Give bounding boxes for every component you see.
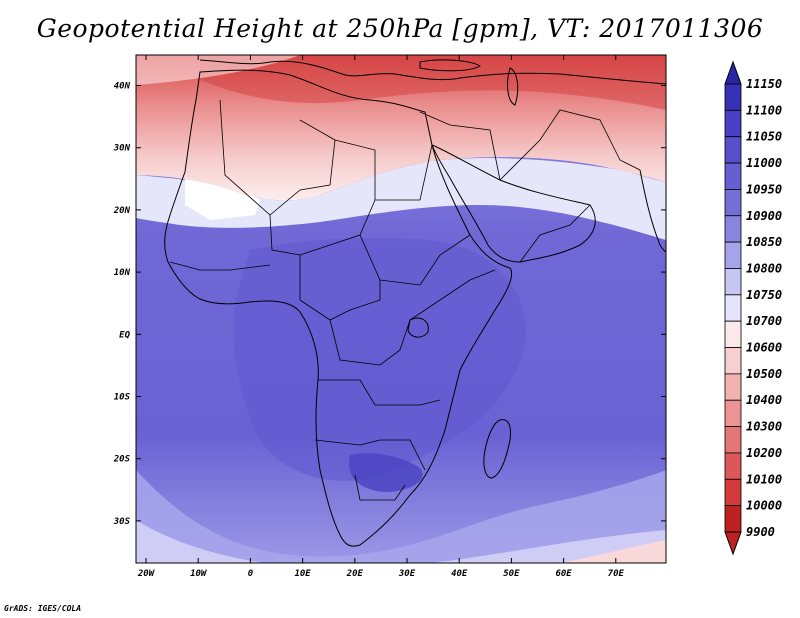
colorbar-label: 10600 (746, 341, 782, 355)
border-yemen-oman (519, 204, 591, 263)
field-nw-light (136, 55, 300, 85)
colorbar-swatch (724, 399, 742, 427)
field-white-band (136, 158, 666, 240)
colorbar-label: 10300 (746, 420, 782, 434)
field-white-patch (185, 175, 260, 220)
x-tick-label: 60E (555, 569, 572, 579)
border-sahel (269, 199, 376, 256)
arabia-coast (431, 144, 596, 263)
footer-credit: GrADS: IGES/COLA (4, 604, 82, 613)
colorbar-swatch (724, 109, 742, 138)
y-tick-label: EQ (119, 330, 130, 340)
x-tick-label: 0 (248, 569, 254, 579)
colorbar-label: 10900 (746, 209, 782, 223)
madagascar-coast (483, 419, 511, 479)
y-tick-label: 30S (113, 517, 131, 527)
colorbar-label: 10500 (746, 367, 782, 381)
border-west-coast (169, 261, 271, 271)
y-tick-label: 40N (114, 82, 131, 92)
x-tick-label: 20W (137, 569, 156, 579)
colorbar-swatch (724, 162, 742, 190)
y-tick-label: 10N (114, 268, 131, 278)
country-borders (169, 99, 641, 501)
border-central (299, 255, 381, 321)
y-tick-label: 10S (114, 393, 131, 403)
colorbar-swatch (724, 215, 742, 243)
y-tick-label: 30N (113, 144, 131, 154)
colorbar-label: 10950 (746, 182, 782, 196)
colorbar-swatch (724, 189, 742, 217)
colorbar-bottom-arrow (724, 531, 742, 556)
colorbar-label: 10100 (746, 472, 782, 486)
colorbar-swatch (724, 373, 742, 401)
colorbar-label: 10200 (746, 446, 782, 460)
colorbar-label: 11100 (746, 103, 782, 117)
x-axis: 20W 10W 0 10E 20E 30E 40E 50E 60E 70E (137, 55, 625, 579)
border-southern (314, 439, 426, 471)
black-sea (419, 59, 481, 72)
x-tick-label: 70E (608, 569, 625, 579)
europe-coast (199, 59, 666, 85)
colorbar-swatch (724, 241, 742, 269)
field-core-blue (233, 238, 526, 481)
map-field (136, 55, 666, 563)
colorbar-swatch (724, 505, 742, 533)
colorbar-swatch (724, 268, 742, 296)
x-tick-label: 50E (503, 569, 520, 579)
y-axis: 40N 30N 20N 10N EQ 10S 20S 30S (113, 82, 666, 527)
colorbar-swatch (724, 136, 742, 164)
x-tick-label: 40E (451, 569, 468, 579)
x-tick-label: 10E (294, 569, 311, 579)
field-south-light (136, 470, 666, 563)
colorbar-label: 10850 (746, 235, 782, 249)
x-tick-label: 30E (398, 569, 416, 579)
border-botswana (354, 474, 406, 501)
colorbar-label: 11000 (746, 156, 782, 170)
colorbar-swatch (724, 426, 742, 454)
field-north-dark (200, 55, 666, 110)
colorbar-label: 10400 (746, 393, 782, 407)
colorbar-swatch (724, 320, 742, 348)
lake-victoria (407, 317, 429, 338)
y-tick-label: 20N (113, 206, 131, 216)
border-angola-zambia (318, 379, 441, 406)
caspian-sea (507, 67, 519, 106)
map-title: Geopotential Height at 250hPa [gpm], VT:… (36, 14, 764, 43)
colorbar-label: 10000 (746, 499, 782, 513)
colorbar: 11150 11100 11050 11000 10950 10900 10850 10800… (724, 60, 782, 556)
colorbar-swatch (724, 294, 742, 322)
colorbar-swatch (724, 83, 742, 111)
colorbar-label: 9900 (746, 525, 775, 539)
border-levant (419, 111, 501, 181)
colorbar-swatch (724, 347, 742, 375)
colorbar-label: 10800 (746, 261, 782, 275)
map-frame (135, 54, 667, 564)
x-tick-label: 20E (346, 569, 364, 579)
colorbar-top-arrow (724, 60, 742, 85)
colorbar-label: 11150 (746, 77, 782, 91)
border-iran (499, 109, 641, 181)
colorbar-label: 10700 (746, 314, 782, 328)
x-tick-label: 10W (190, 569, 208, 579)
colorbar-label: 11050 (746, 130, 782, 144)
field-core-dark (349, 453, 423, 492)
colorbar-swatch (724, 478, 742, 507)
india-coast (639, 169, 666, 253)
field-south-lighter (136, 520, 666, 563)
y-tick-label: 20S (113, 455, 131, 465)
field-south-pink (560, 540, 666, 563)
coastlines (164, 59, 666, 547)
colorbar-swatch (724, 452, 742, 480)
border-sudan (359, 234, 471, 286)
colorbar-label: 10750 (746, 288, 782, 302)
border-congo-east (329, 269, 496, 366)
